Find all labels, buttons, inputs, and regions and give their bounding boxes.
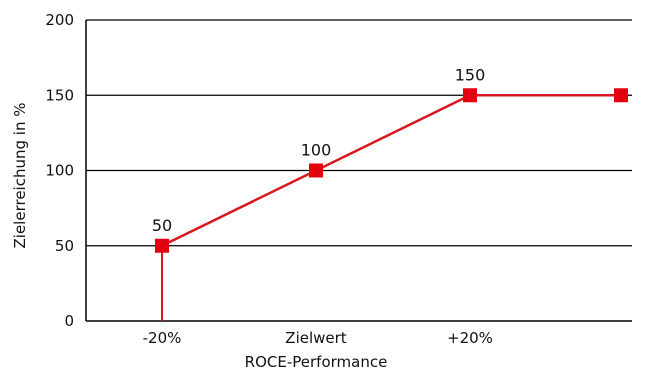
- y-tick-label: 100: [45, 162, 74, 180]
- data-point-marker: [614, 88, 628, 103]
- y-tick-label: 0: [64, 312, 74, 330]
- y-tick-label: 150: [45, 86, 74, 104]
- data-point-marker: [309, 163, 323, 178]
- x-axis-title: ROCE-Performance: [245, 353, 388, 371]
- y-tick-label: 50: [55, 237, 74, 255]
- x-tick-labels: -20% Zielwert +20%: [143, 329, 493, 347]
- series-line: [161, 94, 621, 247]
- data-point-marker: [463, 88, 477, 103]
- axes: [85, 20, 632, 322]
- x-tick-label: +20%: [447, 329, 493, 347]
- y-axis-title: Zielerreichung in %: [11, 103, 29, 249]
- x-tick-label: Zielwert: [285, 329, 347, 347]
- series: 50 100 150: [152, 65, 628, 321]
- y-tick-label: 200: [45, 11, 74, 29]
- gridlines: [86, 19, 632, 247]
- data-point-marker: [155, 238, 169, 253]
- y-tick-labels: 0 50 100 150 200: [45, 11, 74, 330]
- data-label: 100: [301, 141, 332, 160]
- data-label: 50: [152, 216, 172, 235]
- x-tick-label: -20%: [143, 329, 182, 347]
- data-label: 150: [455, 65, 486, 84]
